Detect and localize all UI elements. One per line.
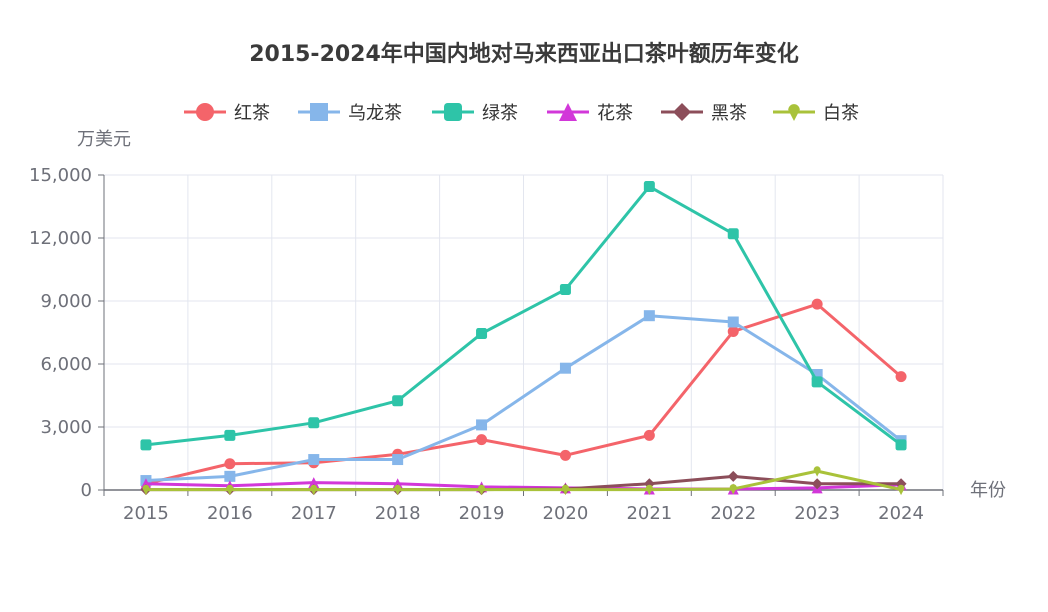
data-point [476, 419, 488, 431]
data-point [727, 316, 739, 328]
y-tick-label: 6,000 [40, 354, 92, 375]
legend-item[interactable]: 红茶 [182, 97, 270, 127]
data-point [310, 484, 318, 496]
data-point [645, 484, 653, 496]
data-point [811, 298, 823, 310]
y-tick-label: 0 [81, 480, 92, 501]
data-point [478, 484, 486, 496]
legend-symbol-icon [661, 103, 703, 121]
data-point [813, 466, 821, 477]
series-line [145, 314, 902, 483]
x-tick-label: 2016 [207, 503, 253, 524]
x-tick-label: 2017 [291, 503, 337, 524]
series-group [142, 466, 905, 496]
legend-symbol-icon [298, 103, 340, 121]
data-point [224, 470, 236, 482]
chart-legend: 红茶 乌龙茶 绿茶 花茶 黑茶 白茶 [0, 97, 1048, 127]
data-point [811, 369, 823, 380]
x-tick-label: 2022 [710, 503, 756, 524]
chart-title: 2015-2024年中国内地对马来西亚出口茶叶额历年变化 [249, 42, 799, 67]
legend-symbol-icon [432, 103, 474, 121]
data-point [476, 328, 488, 340]
y-axis-label: 万美元 [77, 129, 131, 150]
data-point [308, 477, 320, 489]
legend-label: 红茶 [234, 103, 270, 124]
data-point [224, 429, 236, 441]
data-point [643, 181, 655, 193]
data-point [897, 484, 905, 496]
y-tick-label: 12,000 [29, 228, 92, 249]
data-point [308, 417, 320, 429]
series-line [145, 469, 902, 492]
data-point [895, 371, 907, 383]
legend-label: 乌龙茶 [348, 103, 402, 124]
legend-item[interactable]: 白茶 [771, 97, 859, 127]
data-point [811, 376, 823, 388]
x-tick-label: 2018 [375, 503, 421, 524]
data-point [394, 484, 402, 496]
series-group [140, 181, 907, 451]
data-point [895, 439, 907, 451]
series-line [145, 185, 902, 447]
series-line [145, 481, 902, 491]
data-point [476, 434, 488, 446]
y-tick-label: 9,000 [40, 291, 92, 312]
data-point [727, 325, 739, 337]
data-point [142, 484, 150, 496]
data-point [392, 395, 404, 407]
data-point [729, 484, 737, 495]
x-tick-label: 2015 [123, 503, 169, 524]
x-tick-label: 2019 [459, 503, 505, 524]
data-point [643, 429, 655, 441]
legend-item[interactable]: 绿茶 [430, 97, 518, 127]
x-tick-label: 2024 [878, 503, 924, 524]
x-tick-label: 2023 [794, 503, 840, 524]
legend-label: 绿茶 [482, 103, 518, 124]
legend-item[interactable]: 乌龙茶 [296, 97, 402, 127]
legend-item[interactable]: 黑茶 [659, 97, 747, 127]
data-point [559, 449, 571, 461]
data-point [392, 454, 404, 466]
data-point [559, 283, 571, 295]
data-point [226, 484, 234, 496]
x-axis-label: 年份 [970, 480, 1006, 501]
legend-label: 黑茶 [711, 103, 747, 124]
x-tick-label: 2020 [543, 503, 589, 524]
data-point [561, 484, 569, 496]
data-point [811, 478, 823, 490]
data-point [559, 362, 571, 374]
legend-symbol-icon [773, 104, 815, 121]
data-point [727, 228, 739, 240]
data-point [224, 458, 236, 470]
series-line [145, 302, 903, 486]
legend-label: 白茶 [823, 103, 859, 124]
data-point [140, 439, 152, 451]
x-tick-label: 2021 [626, 503, 672, 524]
legend-symbol-icon [547, 103, 589, 121]
legend-symbol-icon [184, 103, 226, 121]
legend-label: 花茶 [597, 103, 633, 124]
y-tick-label: 15,000 [29, 165, 92, 186]
data-point [643, 310, 655, 322]
data-point [308, 454, 320, 466]
y-tick-label: 3,000 [40, 417, 92, 438]
data-point [727, 470, 739, 482]
legend-item[interactable]: 花茶 [545, 97, 633, 127]
